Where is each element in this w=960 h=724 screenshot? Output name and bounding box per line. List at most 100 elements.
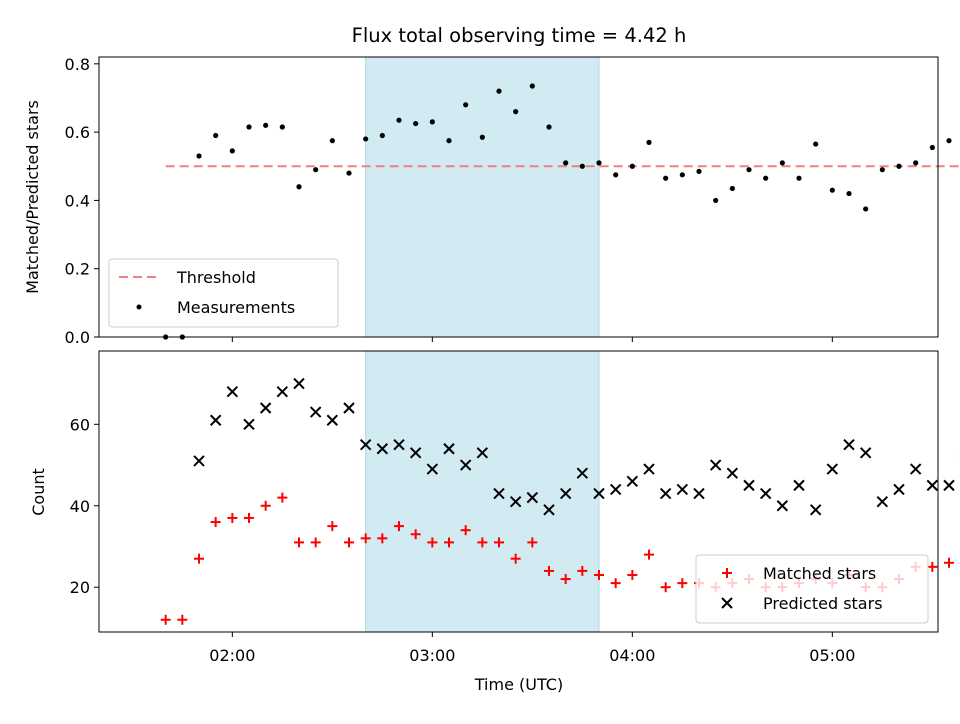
predicted-point-32	[726, 467, 739, 479]
measurement-point-44	[896, 163, 902, 169]
measurement-point-33	[713, 197, 719, 204]
matched-point-15	[410, 529, 421, 540]
predicted-point-22	[559, 487, 572, 500]
measurement-point-21	[513, 109, 519, 115]
predicted-point-13	[409, 447, 422, 459]
predicted-point-17	[476, 447, 489, 459]
measurement-point-14	[396, 117, 402, 123]
bottom-y-ticks: 20 40 60	[70, 415, 99, 597]
predicted-point-27	[643, 463, 655, 475]
matched-point-1	[177, 614, 188, 625]
predicted-point-10	[359, 438, 372, 451]
matched-point-29	[644, 549, 654, 560]
measurement-point-26	[596, 160, 602, 166]
measurement-point-43	[879, 167, 885, 173]
predicted-point-35	[776, 500, 789, 512]
legend-predicted-label: Predicted stars	[763, 594, 883, 613]
x-tick-label-05-00: 05:00	[809, 646, 855, 665]
bottom-axes-frame	[98, 350, 939, 633]
measurement-point-47	[946, 138, 952, 144]
predicted-point-37	[809, 504, 822, 516]
top-legend: Threshold Measurements	[108, 258, 339, 328]
predicted-point-39	[843, 438, 855, 451]
matched-point-16	[427, 537, 438, 548]
predicted-stars-points	[193, 377, 960, 516]
top-x-ticks	[231, 337, 833, 342]
measurement-point-10	[329, 138, 335, 144]
chart-title: Flux total observing time = 4.42 h	[352, 24, 687, 47]
predicted-point-15	[443, 443, 455, 455]
measurement-point-11	[346, 170, 352, 176]
legend-predicted-swatch	[721, 597, 733, 609]
predicted-point-8	[326, 414, 339, 426]
measurement-point-7	[279, 124, 285, 130]
matched-point-20	[494, 537, 504, 548]
predicted-point-6	[293, 377, 305, 390]
predicted-point-29	[676, 483, 689, 496]
matched-point-26	[594, 569, 604, 580]
measurement-point-16	[429, 119, 435, 125]
matched-point-21	[510, 553, 521, 564]
legend-matched-label: Matched stars	[763, 564, 876, 583]
measurement-point-35	[746, 167, 752, 173]
predicted-point-20	[526, 491, 539, 504]
x-axis-label: Time (UTC)	[474, 675, 563, 694]
measurement-point-15	[413, 120, 419, 127]
measurement-point-27	[613, 172, 619, 178]
predicted-point-11	[376, 443, 389, 455]
measurement-point-28	[629, 163, 635, 169]
legend-measurements-swatch	[136, 304, 142, 310]
matched-point-5	[244, 512, 254, 523]
matched-point-8	[294, 537, 304, 548]
matched-point-7	[277, 492, 288, 503]
predicted-point-28	[659, 487, 672, 500]
matched-point-0	[160, 614, 171, 625]
measurement-point-41	[846, 190, 852, 197]
matched-point-13	[377, 533, 388, 544]
bottom-legend: Matched stars Predicted stars	[695, 554, 929, 624]
predicted-point-38	[826, 463, 839, 475]
measurement-point-30	[663, 175, 669, 181]
measurement-point-5	[246, 124, 252, 130]
measurement-point-32	[696, 168, 702, 174]
predicted-point-45	[943, 479, 955, 492]
matched-point-3	[210, 517, 221, 528]
bottom-legend-box	[695, 554, 929, 624]
predicted-point-0	[193, 455, 205, 467]
measurement-point-25	[579, 163, 585, 169]
matched-point-11	[344, 537, 354, 548]
predicted-point-18	[493, 487, 505, 500]
legend-threshold-label: Threshold	[176, 268, 256, 287]
predicted-point-31	[709, 459, 722, 471]
x-tick-label-02-00: 02:00	[209, 646, 255, 665]
x-tick-label-03-00: 03:00	[409, 646, 455, 665]
measurement-point-40	[829, 187, 835, 193]
measurement-point-13	[379, 132, 385, 139]
measurement-point-2	[196, 153, 202, 159]
measurement-point-6	[263, 122, 269, 128]
predicted-point-42	[893, 483, 905, 496]
predicted-point-14	[426, 463, 439, 475]
predicted-point-43	[909, 463, 922, 475]
predicted-point-30	[693, 487, 705, 500]
predicted-point-21	[543, 504, 555, 516]
bottom-shaded-ranges	[365, 350, 600, 633]
matched-point-47	[944, 557, 954, 568]
bottom-y-tick-label-20: 20	[70, 578, 90, 597]
measurement-point-3	[213, 132, 219, 139]
matched-point-46	[927, 561, 938, 572]
measurement-point-36	[763, 175, 769, 181]
measurement-point-34	[729, 185, 735, 192]
measurement-point-8	[296, 184, 302, 190]
matched-point-2	[194, 553, 204, 564]
matched-point-22	[527, 537, 538, 548]
measurement-point-9	[313, 167, 319, 173]
x-tick-label-04-00: 04:00	[609, 646, 655, 665]
top-y-axis-label: Matched/Predicted stars	[23, 100, 42, 294]
predicted-point-1	[209, 414, 222, 426]
measurement-point-24	[563, 160, 569, 166]
predicted-point-25	[609, 483, 622, 496]
measurement-point-37	[779, 160, 785, 166]
matched-point-18	[460, 525, 471, 536]
